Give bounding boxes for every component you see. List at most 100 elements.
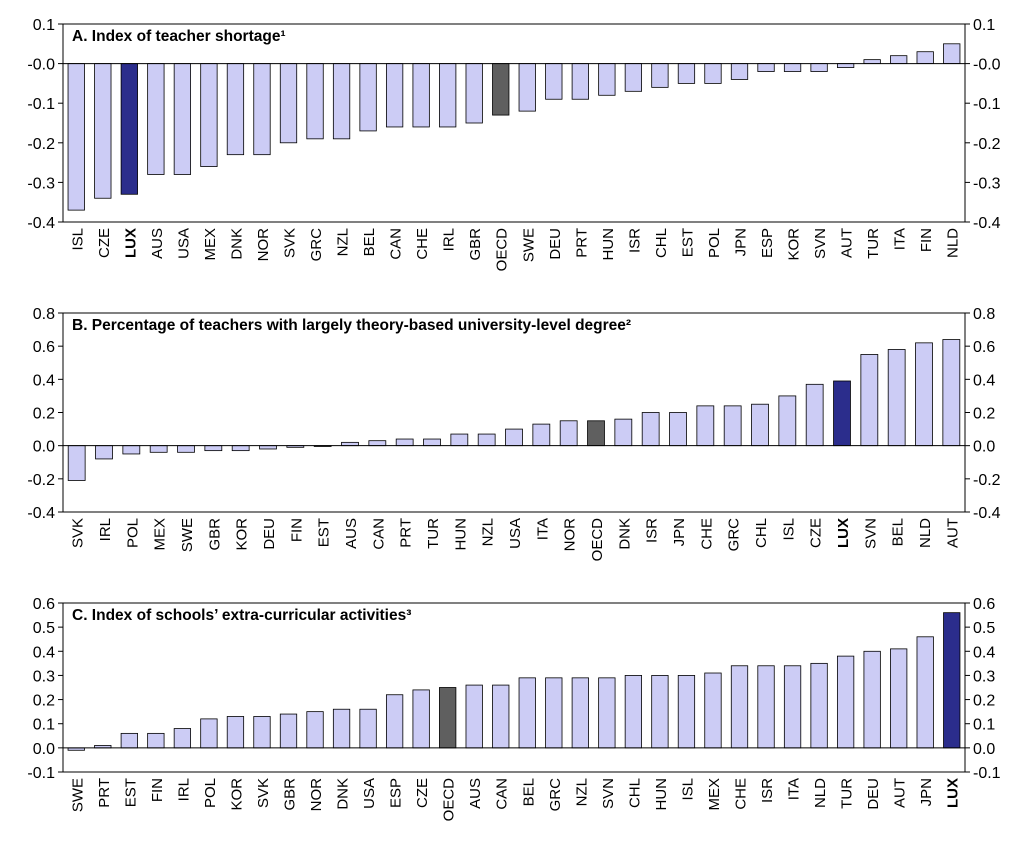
y-tick-label-left: 0.4 — [33, 644, 55, 661]
x-tick-label-isl: ISL — [679, 778, 696, 801]
x-tick-label-usa: USA — [175, 228, 192, 259]
x-tick-label-bel: BEL — [890, 518, 907, 546]
x-tick-label-usa: USA — [507, 518, 524, 549]
x-tick-label-irl: IRL — [441, 228, 458, 251]
bar-gbr — [279, 713, 298, 749]
bar-jpn — [730, 63, 749, 80]
bar-chl — [751, 403, 769, 447]
x-tick-label-che: CHE — [414, 228, 431, 260]
plot-frame — [62, 602, 966, 773]
x-tick-label-nor: NOR — [308, 778, 325, 812]
y-tick-label-left: -0.1 — [27, 96, 55, 113]
x-tick-label-hun: HUN — [653, 778, 670, 811]
x-tick-label-nld: NLD — [945, 228, 962, 258]
y-tick-label-right: 0.4 — [973, 372, 995, 389]
bar-cze — [805, 383, 824, 447]
x-tick-label-oecd: OECD — [441, 778, 458, 822]
bar-isr — [624, 63, 643, 92]
bar-pol — [704, 63, 722, 84]
bar-isl — [67, 63, 85, 211]
bar-nor — [253, 63, 271, 156]
y-tick-label-right: 0.8 — [973, 306, 995, 323]
x-tick-label-swe: SWE — [520, 228, 537, 262]
x-tick-label-pol: POL — [124, 518, 141, 548]
y-tick-label-left: 0.2 — [33, 406, 55, 423]
bar-svk — [67, 445, 86, 481]
x-tick-label-tur: TUR — [865, 228, 882, 259]
x-tick-label-ita: ITA — [786, 778, 803, 800]
bar-che — [730, 665, 749, 749]
x-tick-label-jpn: JPN — [918, 778, 935, 806]
bar-cze — [412, 689, 430, 749]
x-tick-label-est: EST — [679, 228, 696, 257]
bar-kor — [231, 445, 250, 452]
bar-deu — [545, 63, 563, 100]
x-tick-label-cze: CZE — [414, 778, 431, 808]
x-tick-label-can: CAN — [370, 518, 387, 550]
bar-mex — [200, 63, 218, 167]
x-tick-label-mex: MEX — [152, 518, 169, 551]
chart-panel-2: 0.8 0.8 0.6 0.6 0.4 0.4 0.2 0.2 0.0 0.0 -0.2 -0.2 -0… — [27, 306, 1000, 561]
x-tick-label-aut: AUT — [892, 778, 909, 808]
bar-est — [677, 63, 696, 84]
y-tick-label-right: 0.3 — [973, 668, 995, 685]
x-tick-label-hun: HUN — [452, 518, 469, 551]
bar-irl — [173, 728, 192, 749]
bar-nor — [306, 711, 324, 749]
x-tick-label-tur: TUR — [425, 518, 442, 549]
x-tick-label-aut: AUT — [839, 228, 856, 258]
x-tick-label-esp: ESP — [759, 228, 776, 258]
chart-title: A. Index of teacher shortage¹ — [72, 28, 286, 45]
bar-oecd — [492, 63, 510, 116]
bar-fin — [916, 51, 934, 65]
bar-che — [696, 405, 715, 447]
x-tick-label-nor: NOR — [255, 228, 272, 262]
x-tick-label-fin: FIN — [288, 518, 305, 542]
x-tick-label-che: CHE — [733, 778, 750, 810]
bar-isr — [757, 665, 775, 749]
chart-title: B. Percentage of teachers with largely t… — [72, 317, 631, 334]
x-tick-label-swe: SWE — [179, 518, 196, 552]
x-tick-label-est: EST — [316, 518, 333, 547]
x-tick-label-bel: BEL — [361, 228, 378, 256]
bar-can — [492, 684, 510, 749]
bar-tur — [423, 438, 441, 447]
x-tick-label-kor: KOR — [228, 778, 245, 811]
bar-dnk — [614, 418, 633, 447]
x-tick-label-nld: NLD — [812, 778, 829, 808]
x-tick-label-nzl: NZL — [480, 518, 497, 546]
x-tick-label-gbr: GBR — [282, 778, 299, 811]
bar-nzl — [332, 63, 351, 140]
bar-aut — [890, 648, 908, 749]
x-tick-label-aut: AUT — [944, 518, 961, 548]
bar-svn — [598, 677, 616, 749]
x-tick-label-isr: ISR — [626, 228, 643, 253]
x-tick-label-dnk: DNK — [616, 518, 633, 550]
y-tick-label-right: -0.4 — [973, 505, 1001, 522]
x-tick-label-nld: NLD — [917, 518, 934, 548]
bar-jpn — [916, 636, 934, 749]
x-tick-label-svk: SVK — [70, 518, 87, 548]
bar-isr — [641, 412, 660, 447]
bar-hun — [651, 675, 669, 749]
x-tick-label-jpn: JPN — [671, 518, 688, 546]
x-tick-label-isl: ISL — [69, 228, 86, 251]
y-tick-label-right: -0.4 — [973, 215, 1001, 232]
x-tick-label-kor: KOR — [786, 228, 803, 261]
x-tick-label-tur: TUR — [839, 778, 856, 809]
bar-fin — [147, 732, 165, 749]
bar-mex — [149, 445, 168, 453]
y-tick-label-left: 0.4 — [33, 372, 55, 389]
x-tick-label-ita: ITA — [892, 228, 909, 250]
x-tick-label-ita: ITA — [534, 518, 551, 540]
bar-oecd — [439, 687, 457, 749]
bar-irl — [95, 445, 113, 460]
bar-gbr — [465, 63, 483, 124]
y-tick-label-right: -0.1 — [973, 96, 1001, 113]
bar-chl — [624, 675, 643, 749]
bar-lux — [120, 63, 138, 195]
bar-isl — [778, 395, 797, 447]
bar-svn — [810, 63, 828, 72]
x-tick-label-bel: BEL — [520, 778, 537, 806]
x-tick-label-chl: CHL — [753, 518, 770, 548]
